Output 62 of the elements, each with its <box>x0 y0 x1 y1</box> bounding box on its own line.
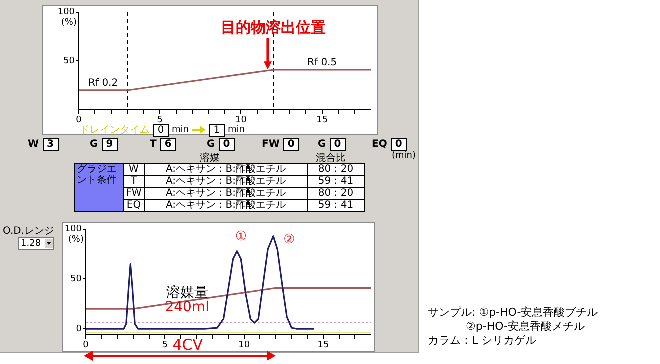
annotation: 目的物溶出位置 <box>221 18 326 36</box>
x-tick-label: 15 <box>318 340 330 351</box>
x-tick-label: 5 <box>157 116 163 126</box>
text: A:ヘキサン : B:酢酸エチル <box>144 176 308 188</box>
annotation: Rf 0.2 <box>88 78 118 90</box>
annotation: ① <box>235 230 248 245</box>
text: G <box>207 139 216 150</box>
x-tick-label: 0 <box>83 340 90 351</box>
text: G <box>90 139 98 150</box>
text: 0 <box>218 138 235 151</box>
text: A:ヘキサン : B:酢酸エチル <box>144 200 308 212</box>
y-axis-title: (%) <box>61 18 77 28</box>
x-tick-label: 15 <box>316 116 328 126</box>
text: min <box>228 125 245 135</box>
text: 1 <box>208 124 225 136</box>
text: min <box>172 125 189 135</box>
text: W <box>28 139 40 150</box>
text: カラム：L シリカゲル <box>428 333 537 348</box>
text: 6 <box>160 138 176 151</box>
text: 80 : 20 <box>308 188 364 200</box>
text: T <box>124 176 144 188</box>
annotation: 溶媒量 <box>166 284 208 301</box>
text: 3 <box>42 138 59 151</box>
text: EQ <box>124 200 144 212</box>
text: 59 : 41 <box>308 200 364 212</box>
x-tick-label: 5 <box>162 340 168 351</box>
text: FW <box>262 139 280 150</box>
text: 0 <box>153 124 169 136</box>
text: 9 <box>102 138 118 151</box>
y-tick-label: 50 <box>64 56 76 67</box>
y-tick-label: 50 <box>70 274 82 285</box>
text: T <box>150 139 157 150</box>
annotation: 240ml <box>165 300 210 316</box>
text: 4CV <box>172 336 204 354</box>
x-tick-label: 10 <box>238 340 250 351</box>
y-tick-label: 100 <box>58 8 76 18</box>
text: A:ヘキサン : B:酢酸エチル <box>144 164 308 176</box>
text: FW <box>124 188 144 200</box>
text: EQ <box>372 139 388 150</box>
text: ドレインタイム <box>80 124 150 137</box>
x-tick-label: 10 <box>235 116 248 126</box>
text: 0 <box>283 138 300 151</box>
annotation: Rf 0.5 <box>308 58 338 69</box>
text: 1.28 <box>18 237 54 250</box>
text: グラジエント条件 <box>74 164 124 212</box>
y-axis-title: (%) <box>68 235 84 246</box>
text: (min) <box>392 151 416 161</box>
text: A:ヘキサン : B:酢酸エチル <box>144 188 308 200</box>
text: 0 <box>390 138 407 151</box>
text: G <box>318 139 326 150</box>
text: 59 : 41 <box>308 176 364 188</box>
text: W <box>124 164 144 176</box>
y-tick-label: 0 <box>76 324 82 334</box>
text: 0 <box>330 138 346 151</box>
y-tick-label: 100 <box>64 224 82 235</box>
text: 混合比 <box>316 152 346 164</box>
annotation: ② <box>284 232 296 248</box>
text: O.D.レンジ <box>3 225 55 238</box>
text: ②p-HO-安息香酸メチル <box>466 319 586 334</box>
text: 80 : 20 <box>308 164 364 176</box>
text: サンプル: ①p-HO-安息香酸ブチル <box>428 305 598 320</box>
text: 溶媒 <box>200 152 220 164</box>
